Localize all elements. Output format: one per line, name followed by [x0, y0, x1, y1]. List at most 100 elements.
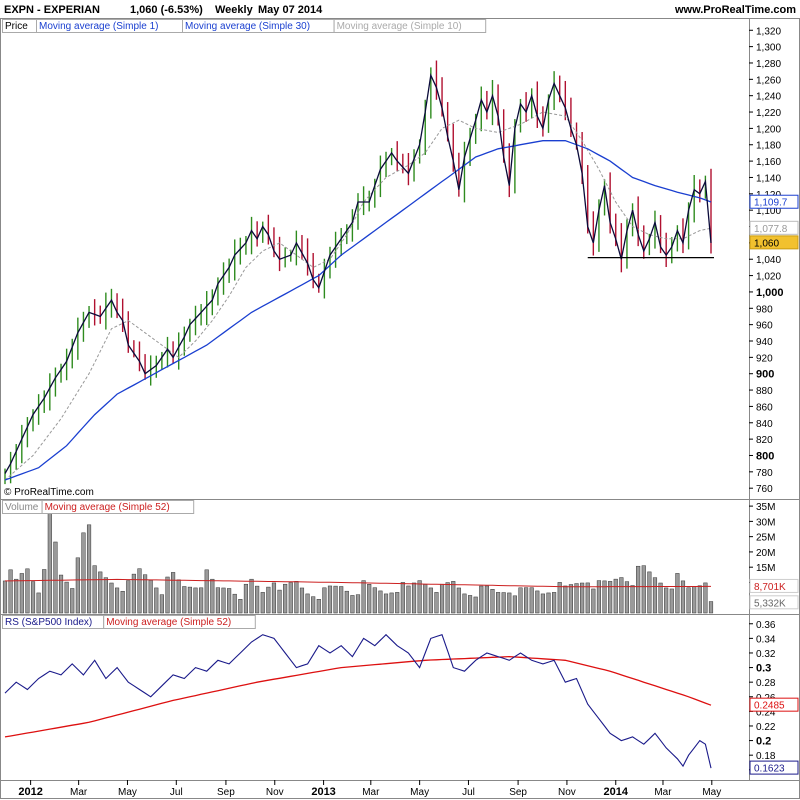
- volume-bar: [109, 582, 114, 614]
- volume-bar: [619, 577, 624, 614]
- volume-bar: [8, 569, 13, 614]
- volume-bar: [126, 580, 131, 614]
- volume-bar: [14, 578, 19, 614]
- volume-bar: [187, 586, 192, 614]
- header-ticker: EXPN - EXPERIAN: [4, 4, 100, 16]
- time-tick-label: Mar: [362, 787, 380, 798]
- volume-bar: [277, 589, 282, 614]
- volume-bar: [260, 592, 265, 614]
- volume-bar: [445, 582, 450, 614]
- volume-tick-label: 35M: [756, 502, 775, 513]
- price-tick-label: 1,100: [756, 206, 781, 217]
- volume-bar: [204, 569, 209, 614]
- volume-bar: [664, 587, 669, 614]
- volume-ma-line: [5, 578, 711, 588]
- volume-bar: [299, 587, 305, 614]
- volume-bar: [215, 587, 220, 614]
- price-tick-label: 1,020: [756, 272, 781, 283]
- rs-ma-line: [4, 655, 712, 738]
- volume-bar: [608, 581, 613, 614]
- volume-bar: [406, 585, 411, 614]
- price-tick-label: 940: [756, 337, 773, 348]
- volume-bar: [266, 586, 271, 614]
- time-tick-label: 2014: [604, 786, 629, 798]
- volume-bar: [456, 587, 461, 614]
- volume-bar: [30, 581, 36, 614]
- marker-vol-ma-box: [749, 578, 799, 593]
- time-tick-label: Jul: [462, 787, 475, 798]
- volume-bar: [535, 590, 540, 614]
- volume-bar: [25, 568, 30, 614]
- volume-bar: [283, 583, 288, 614]
- price-tick-label: 760: [756, 484, 773, 495]
- time-tick-label: 2012: [18, 786, 42, 798]
- volume-bar: [131, 573, 136, 614]
- price-legend-3: Moving average (Simple 10): [337, 21, 462, 32]
- volume-bar: [305, 593, 310, 614]
- volume-bar: [355, 594, 361, 614]
- volume-bar: [372, 587, 377, 614]
- rs-legend-1: Moving average (Simple 52): [106, 617, 231, 628]
- rs-tick-label: 0.18: [756, 751, 776, 762]
- volume-bar: [692, 586, 697, 614]
- volume-bar: [428, 587, 433, 614]
- volume-bar: [389, 592, 394, 614]
- volume-bar: [669, 588, 674, 614]
- volume-bar: [288, 582, 293, 614]
- volume-bar: [154, 587, 159, 614]
- volume-bar: [580, 582, 585, 614]
- volume-bar: [58, 574, 64, 614]
- volume-bar: [411, 582, 417, 614]
- volume-bar: [697, 585, 702, 614]
- rs-tick-label: 0.28: [756, 678, 776, 689]
- volume-bar: [114, 587, 120, 614]
- price-tick-label: 980: [756, 304, 773, 315]
- volume-bar: [552, 592, 557, 614]
- marker-price: 1,060: [754, 238, 779, 249]
- volume-tick-label: 15M: [756, 563, 775, 574]
- rs-legend-box-1: [103, 615, 256, 629]
- volume-bar: [165, 576, 170, 614]
- volume-ma: [5, 578, 711, 588]
- volume-bar: [400, 582, 405, 614]
- volume-bar: [647, 571, 652, 614]
- volume-bar: [182, 586, 187, 614]
- volume-bar: [327, 585, 333, 614]
- volume-tick-label: 25M: [756, 533, 775, 544]
- volume-bar: [574, 583, 579, 614]
- volume-bar: [316, 599, 321, 614]
- rs-tick-label: 0.22: [756, 722, 776, 733]
- price-tick-label: 1,160: [756, 157, 781, 168]
- price-tick-label: 1,200: [756, 124, 781, 135]
- volume-bar: [395, 592, 400, 614]
- volume-bar: [148, 580, 153, 614]
- price-tick-label: 1,260: [756, 75, 781, 86]
- volume-legend-0: Volume: [5, 502, 39, 513]
- volume-bar: [75, 557, 80, 614]
- volume-bar: [568, 584, 573, 614]
- time-tick-label: Nov: [266, 787, 284, 798]
- volume-bar: [255, 585, 260, 614]
- volume-bar: [507, 592, 512, 614]
- volume-bar: [641, 565, 646, 614]
- volume-bar: [361, 580, 366, 614]
- rs-tick-label: 0.36: [756, 620, 776, 631]
- volume-bars: [2, 504, 714, 614]
- price-tick-label: 840: [756, 419, 773, 430]
- volume-bar: [624, 581, 630, 614]
- volume-bar: [557, 582, 562, 614]
- volume-bar: [563, 585, 568, 614]
- volume-bar: [439, 583, 445, 614]
- volume-bar: [120, 590, 125, 614]
- volume-bar: [137, 568, 142, 614]
- rs-tick-label: 0.2: [756, 736, 771, 748]
- volume-tick-label: 20M: [756, 548, 775, 559]
- price-tick-label: 1,180: [756, 141, 781, 152]
- volume-bar: [19, 573, 24, 614]
- price-tick-label: 1,240: [756, 92, 781, 103]
- price-legend-0: Price: [5, 21, 28, 32]
- volume-bar: [350, 595, 355, 614]
- volume-bar: [529, 587, 534, 614]
- volume-bar: [210, 578, 215, 614]
